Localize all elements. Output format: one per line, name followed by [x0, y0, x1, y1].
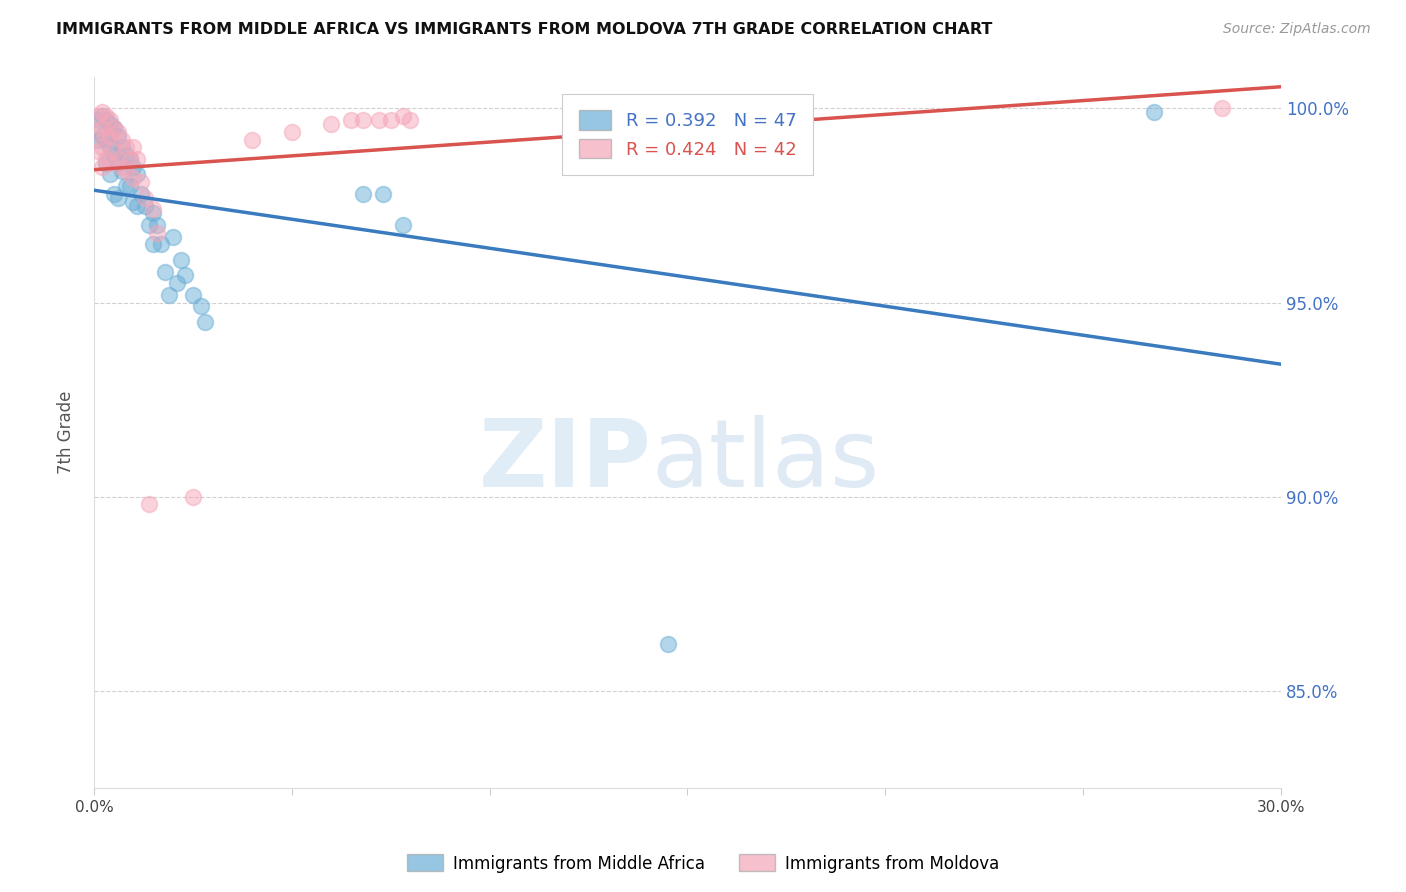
Point	[90, 160, 112, 174]
Point	[107, 125, 129, 139]
Point	[98, 128, 121, 143]
Point	[367, 113, 389, 128]
Point	[181, 287, 204, 301]
Point	[181, 490, 204, 504]
Point	[127, 152, 149, 166]
Text: IMMIGRANTS FROM MIDDLE AFRICA VS IMMIGRANTS FROM MOLDOVA 7TH GRADE CORRELATION C: IMMIGRANTS FROM MIDDLE AFRICA VS IMMIGRA…	[56, 22, 993, 37]
Point	[166, 276, 188, 290]
Point	[98, 113, 121, 128]
Point	[114, 179, 136, 194]
Point	[142, 237, 165, 252]
Point	[98, 156, 121, 170]
Point	[107, 191, 129, 205]
Point	[111, 140, 134, 154]
Point	[98, 117, 121, 131]
Point	[352, 186, 374, 201]
Point	[340, 113, 363, 128]
Point	[107, 156, 129, 170]
Point	[138, 218, 160, 232]
Point	[190, 300, 212, 314]
Y-axis label: 7th Grade: 7th Grade	[58, 391, 75, 475]
Point	[87, 109, 110, 123]
Point	[122, 171, 145, 186]
Point	[127, 198, 149, 212]
Point	[1211, 102, 1233, 116]
Point	[134, 198, 156, 212]
Point	[103, 186, 125, 201]
Point	[114, 148, 136, 162]
Text: atlas: atlas	[652, 415, 880, 507]
Point	[146, 218, 169, 232]
Point	[107, 128, 129, 143]
Point	[107, 152, 129, 166]
Point	[240, 132, 263, 146]
Point	[380, 113, 402, 128]
Point	[1143, 105, 1166, 120]
Point	[114, 163, 136, 178]
Point	[103, 148, 125, 162]
Point	[321, 117, 343, 131]
Point	[94, 109, 117, 123]
Legend: Immigrants from Middle Africa, Immigrants from Moldova: Immigrants from Middle Africa, Immigrant…	[399, 847, 1007, 880]
Point	[131, 186, 153, 201]
Point	[94, 156, 117, 170]
Point	[281, 125, 304, 139]
Point	[170, 252, 193, 267]
Point	[122, 140, 145, 154]
Point	[87, 125, 110, 139]
Point	[391, 109, 413, 123]
Point	[657, 637, 679, 651]
Point	[371, 186, 394, 201]
Point	[153, 264, 176, 278]
Point	[122, 160, 145, 174]
Text: Source: ZipAtlas.com: Source: ZipAtlas.com	[1223, 22, 1371, 37]
Point	[90, 128, 112, 143]
Point	[111, 163, 134, 178]
Point	[94, 128, 117, 143]
Point	[103, 120, 125, 135]
Point	[103, 120, 125, 135]
Point	[87, 113, 110, 128]
Point	[94, 132, 117, 146]
Point	[142, 206, 165, 220]
Point	[157, 287, 180, 301]
Point	[98, 168, 121, 182]
Point	[352, 113, 374, 128]
Point	[90, 120, 112, 135]
Point	[146, 226, 169, 240]
Point	[127, 168, 149, 182]
Point	[118, 152, 141, 166]
Point	[87, 132, 110, 146]
Point	[103, 144, 125, 158]
Point	[114, 140, 136, 154]
Point	[90, 105, 112, 120]
Point	[87, 144, 110, 158]
Point	[90, 109, 112, 123]
Point	[118, 179, 141, 194]
Point	[142, 202, 165, 217]
Point	[94, 113, 117, 128]
Point	[118, 152, 141, 166]
Point	[194, 315, 217, 329]
Point	[122, 194, 145, 209]
Text: ZIP: ZIP	[479, 415, 652, 507]
Point	[94, 152, 117, 166]
Point	[162, 229, 184, 244]
Point	[399, 113, 422, 128]
Point	[90, 140, 112, 154]
Point	[138, 497, 160, 511]
Point	[98, 140, 121, 154]
Point	[134, 191, 156, 205]
Point	[111, 160, 134, 174]
Point	[391, 218, 413, 232]
Point	[174, 268, 197, 283]
Point	[111, 132, 134, 146]
Point	[150, 237, 173, 252]
Point	[716, 109, 738, 123]
Legend: R = 0.392   N = 47, R = 0.424   N = 42: R = 0.392 N = 47, R = 0.424 N = 42	[562, 94, 813, 175]
Point	[131, 175, 153, 189]
